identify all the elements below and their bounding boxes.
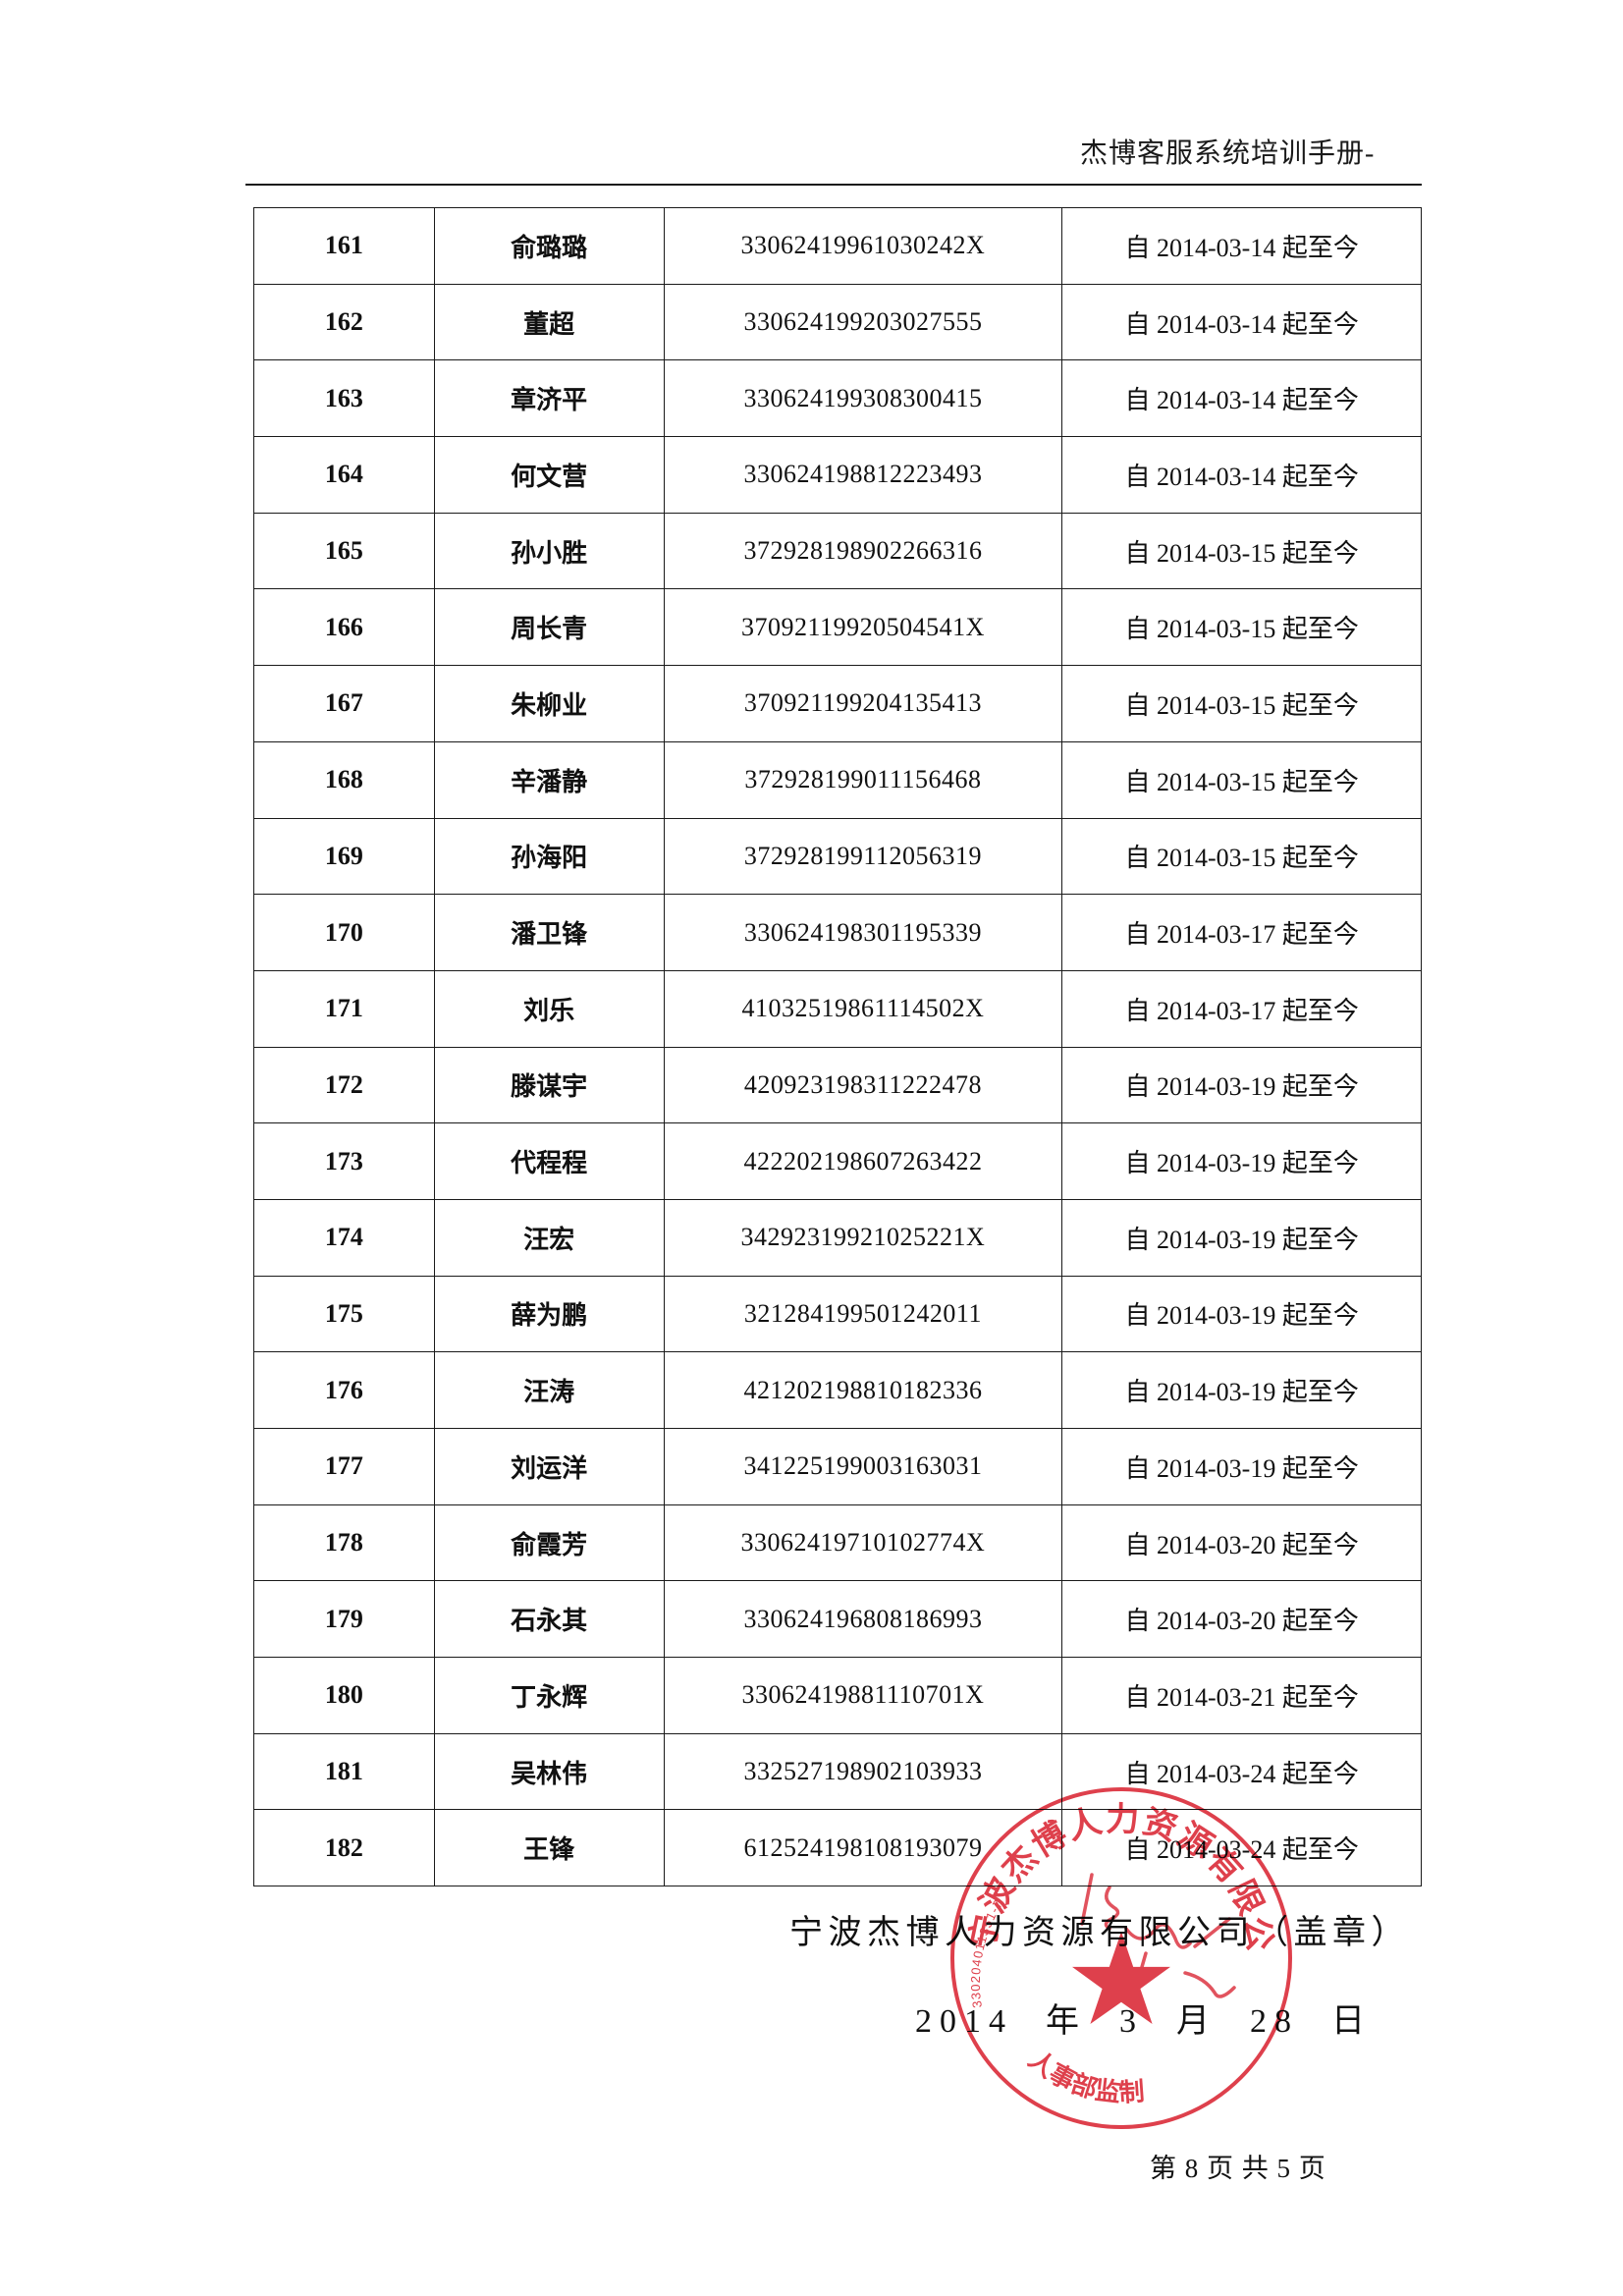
svg-text:人事部监制: 人事部监制	[1023, 2045, 1145, 2107]
svg-text:宁波杰博人力资源有限公司: 宁波杰博人力资源有限公司	[945, 1781, 1279, 1955]
